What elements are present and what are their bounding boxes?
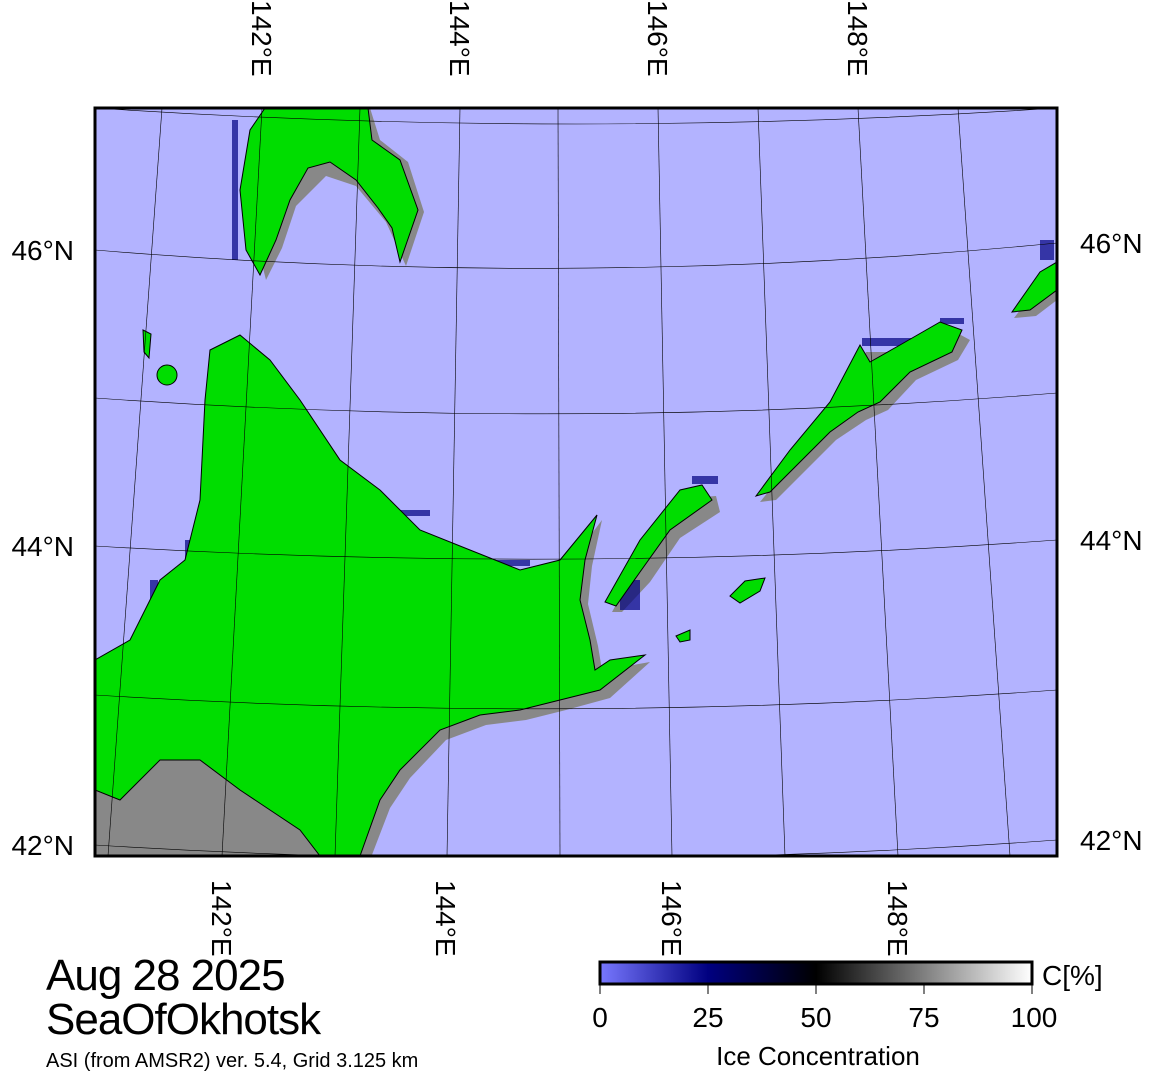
- lon-label: 142°E: [206, 880, 237, 957]
- graticule: [95, 108, 1057, 856]
- iturup-island: [754, 321, 963, 497]
- colorbar-tick: 75: [908, 1002, 939, 1033]
- top-longitude-labels: 142°E 144°E 146°E 148°E: [246, 0, 873, 77]
- colorbar: 0 25 50 75 100 C[%] Ice Concentration: [592, 960, 1102, 1071]
- lat-label: 46°N: [1080, 228, 1143, 259]
- right-latitude-labels: 46°N 44°N 42°N: [1080, 228, 1143, 856]
- land: [95, 108, 1057, 856]
- map-area[interactable]: [95, 108, 1057, 860]
- lat-label: 44°N: [11, 531, 74, 562]
- lat-label: 46°N: [11, 235, 74, 266]
- lon-label: 146°E: [656, 880, 687, 957]
- kunashir-island: [604, 484, 713, 607]
- lat-label: 42°N: [1080, 825, 1143, 856]
- map-frame: [93, 106, 1059, 858]
- lat-label: 42°N: [11, 830, 74, 861]
- lon-label: 146°E: [642, 0, 673, 77]
- source-label: ASI (from AMSR2) ver. 5.4, Grid 3.125 km: [46, 1050, 419, 1072]
- habomai-islands: [675, 629, 691, 643]
- colorbar-ramp: [598, 960, 1034, 986]
- rishiri-island: [156, 364, 178, 386]
- colorbar-tick: 50: [800, 1002, 831, 1033]
- colorbar-title: Ice Concentration: [716, 1041, 920, 1071]
- rebun-island: [142, 329, 152, 360]
- lon-label: 142°E: [246, 0, 277, 77]
- urup-island: [1010, 261, 1057, 313]
- colorbar-tick: 0: [592, 1002, 608, 1033]
- left-latitude-labels: 46°N 44°N 42°N: [11, 235, 74, 861]
- hokkaido: [95, 334, 647, 856]
- lat-label: 44°N: [1080, 525, 1143, 556]
- lon-label: 144°E: [444, 0, 475, 77]
- lon-label: 148°E: [842, 0, 873, 77]
- lon-label: 144°E: [430, 880, 461, 957]
- date-label: Aug 28 2025: [46, 951, 286, 1000]
- shikotan-island: [729, 577, 766, 604]
- region-label: SeaOfOkhotsk: [46, 995, 321, 1044]
- colorbar-tick: 100: [1011, 1002, 1058, 1033]
- lon-label: 148°E: [882, 880, 913, 957]
- colorbar-tick: 25: [692, 1002, 723, 1033]
- colorbar-unit: C[%]: [1042, 960, 1103, 991]
- bottom-longitude-labels: 142°E 144°E 146°E 148°E: [206, 880, 913, 957]
- sakhalin: [239, 108, 419, 277]
